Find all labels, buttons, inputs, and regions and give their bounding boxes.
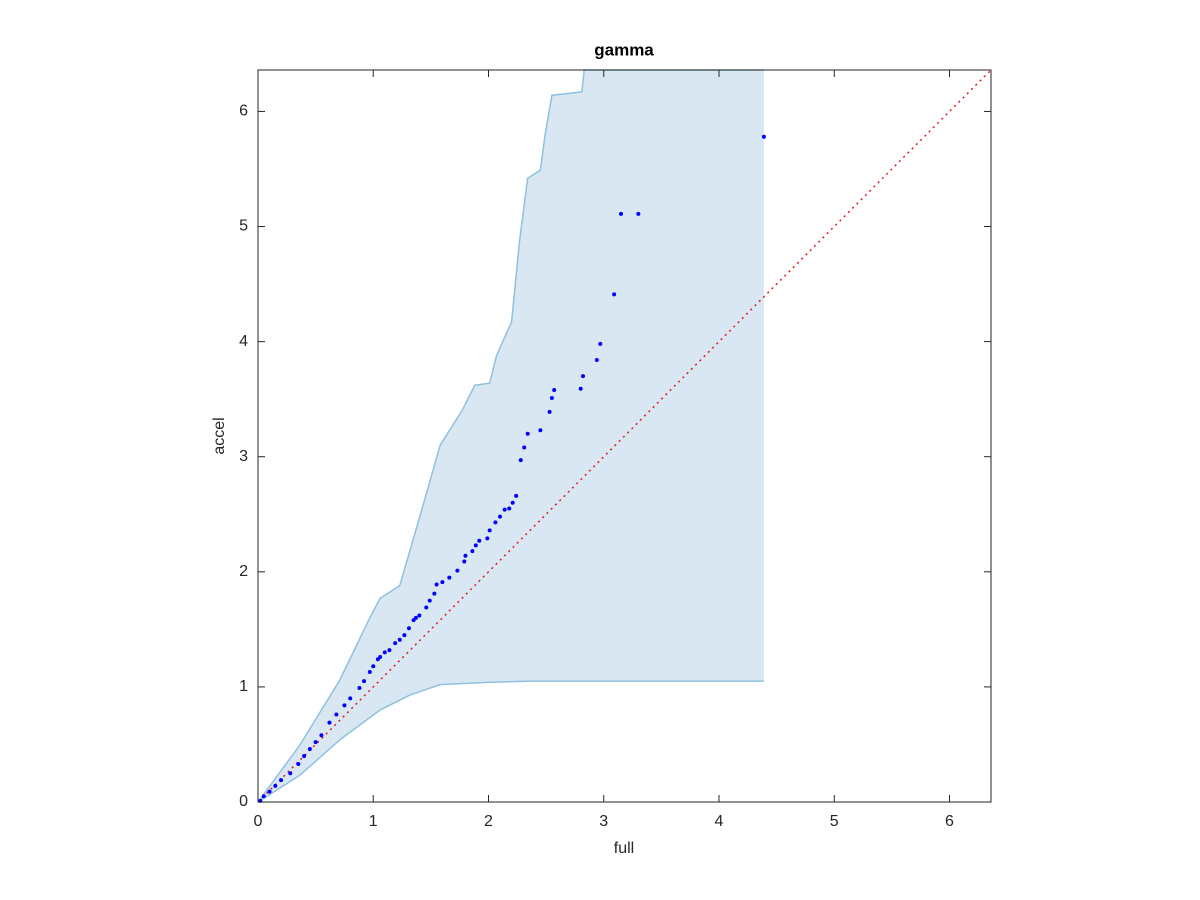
- point: [522, 445, 527, 450]
- point: [525, 431, 530, 436]
- x-tick-label: 6: [945, 813, 954, 830]
- point: [598, 341, 603, 346]
- point: [261, 794, 266, 799]
- point: [302, 753, 307, 758]
- point: [273, 783, 278, 788]
- point: [581, 374, 586, 379]
- x-tick-label: 0: [254, 813, 263, 830]
- point: [510, 500, 515, 505]
- point: [334, 712, 339, 717]
- point: [440, 580, 445, 585]
- point: [342, 703, 347, 708]
- point: [417, 613, 422, 618]
- point: [578, 386, 583, 391]
- point: [348, 696, 353, 701]
- point: [493, 520, 498, 525]
- point: [362, 679, 367, 684]
- band-lower-edge: [257, 680, 764, 803]
- point: [296, 762, 301, 767]
- x-tick-label: 1: [369, 813, 378, 830]
- point: [288, 771, 293, 776]
- point: [485, 536, 490, 541]
- point: [552, 387, 557, 392]
- point: [538, 428, 543, 433]
- point: [424, 605, 429, 610]
- point: [406, 626, 411, 631]
- point: [502, 507, 507, 512]
- point: [498, 514, 503, 519]
- y-tick-label: 1: [239, 678, 248, 695]
- point: [313, 740, 318, 745]
- point: [477, 538, 482, 543]
- point: [612, 292, 617, 297]
- x-axis-label: full: [614, 840, 634, 857]
- point: [473, 543, 478, 548]
- y-axis-label: accel: [211, 417, 228, 454]
- y-tick-label: 6: [239, 103, 248, 120]
- point: [619, 211, 624, 216]
- x-tick-label: 3: [599, 813, 608, 830]
- point: [507, 506, 512, 511]
- point: [455, 568, 460, 573]
- x-tick-label: 4: [715, 813, 724, 830]
- point: [378, 654, 383, 659]
- point: [371, 664, 376, 669]
- point: [327, 720, 332, 725]
- point: [382, 650, 387, 655]
- point: [267, 789, 272, 794]
- y-tick-label: 5: [239, 218, 248, 235]
- point: [387, 648, 392, 653]
- point: [279, 778, 284, 783]
- point: [367, 669, 372, 674]
- point: [518, 458, 523, 463]
- point: [463, 553, 468, 558]
- point: [462, 559, 467, 564]
- point: [514, 493, 519, 498]
- y-tick-label: 4: [239, 333, 248, 350]
- point: [636, 211, 641, 216]
- point: [402, 633, 407, 638]
- reference-line: [257, 69, 992, 803]
- point: [447, 575, 452, 580]
- x-tick-label: 2: [484, 813, 493, 830]
- point: [393, 641, 398, 646]
- y-tick-label: 2: [239, 563, 248, 580]
- point: [434, 582, 439, 587]
- confidence-band: [258, 70, 764, 802]
- chart-title: gamma: [594, 40, 654, 59]
- y-tick-label: 0: [239, 793, 248, 810]
- point: [427, 598, 432, 603]
- point: [413, 615, 418, 620]
- axes-box: [257, 69, 992, 803]
- x-tick-label: 5: [830, 813, 839, 830]
- point: [432, 591, 437, 596]
- band-upper-edge: [257, 69, 764, 803]
- point: [487, 528, 492, 533]
- point: [549, 396, 554, 401]
- point: [547, 409, 552, 414]
- point: [319, 733, 324, 738]
- point: [307, 747, 312, 752]
- y-tick-label: 3: [239, 448, 248, 465]
- point: [594, 358, 599, 363]
- point: [761, 134, 766, 139]
- point: [397, 637, 402, 642]
- point: [470, 549, 475, 554]
- point: [357, 686, 362, 691]
